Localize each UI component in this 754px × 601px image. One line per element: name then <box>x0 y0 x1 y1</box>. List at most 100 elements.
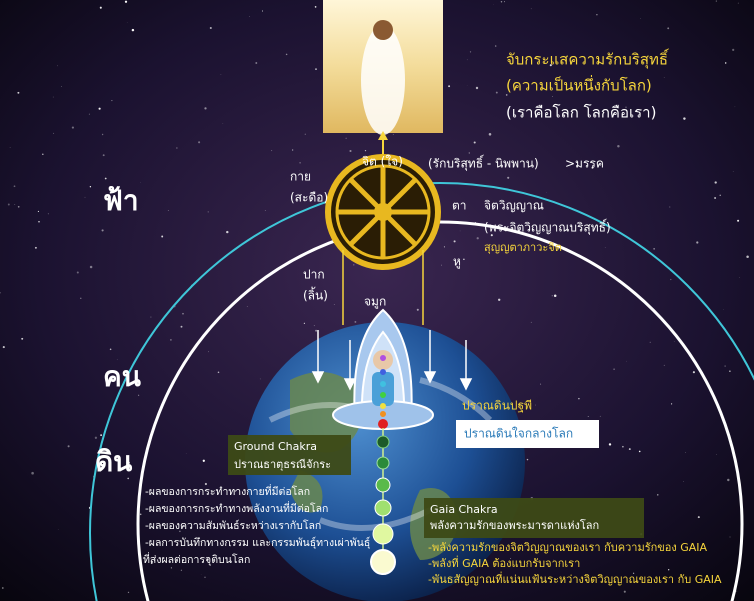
star <box>727 478 730 482</box>
star <box>255 62 258 64</box>
dharma-wheel <box>325 154 441 270</box>
wheel-label: จิต (ใจ) <box>362 155 403 169</box>
star <box>139 513 142 516</box>
star <box>150 316 152 318</box>
star <box>204 107 207 110</box>
prana-core-box <box>456 420 599 448</box>
star <box>736 590 738 592</box>
star <box>38 221 40 223</box>
star <box>628 448 631 451</box>
star <box>596 13 598 16</box>
star <box>313 325 315 327</box>
star <box>14 203 16 205</box>
star <box>170 339 172 341</box>
star <box>34 246 37 249</box>
star <box>510 558 511 559</box>
gaia-chakra-list: -พลังความรักของจิตวิญญาณของเรา กับความรั… <box>428 541 722 586</box>
star <box>490 234 493 237</box>
realm-label: ดิน <box>95 445 132 478</box>
star <box>285 53 288 56</box>
star <box>180 569 182 571</box>
star <box>673 341 675 342</box>
star <box>498 298 501 301</box>
continents <box>290 372 460 560</box>
star <box>180 325 183 328</box>
star <box>549 64 552 67</box>
star <box>353 264 355 266</box>
star <box>540 383 542 385</box>
star <box>578 397 580 400</box>
star <box>530 8 532 10</box>
star <box>127 591 130 594</box>
star <box>67 445 70 448</box>
star <box>468 152 470 154</box>
star <box>304 133 306 135</box>
star <box>198 141 201 144</box>
star <box>591 166 594 169</box>
figure <box>361 25 405 135</box>
title-line: (ความเป็นหนึ่งกับโลก) <box>506 75 652 95</box>
wheel-label: กาย <box>290 170 311 184</box>
star <box>349 149 352 153</box>
star <box>104 177 107 180</box>
star <box>314 6 317 8</box>
star <box>259 378 261 380</box>
star <box>89 265 93 269</box>
star <box>84 196 86 198</box>
ground-chakra-box <box>228 435 351 475</box>
star <box>364 149 367 152</box>
gaia-chakra-box <box>424 498 644 538</box>
star <box>161 235 164 238</box>
star <box>111 100 113 102</box>
star <box>494 45 497 47</box>
star <box>443 246 445 248</box>
wheel-label: ตา <box>452 199 467 213</box>
star <box>734 106 736 108</box>
star <box>354 320 357 323</box>
star <box>392 133 394 135</box>
wheel-label: สุญญตาภาวะจิต <box>484 241 562 254</box>
prana-arrows <box>311 330 473 391</box>
star <box>732 171 734 172</box>
star <box>71 126 74 129</box>
star <box>94 436 98 439</box>
star <box>599 415 601 417</box>
star <box>683 481 684 482</box>
wheel-lines <box>342 250 424 325</box>
star <box>696 241 699 244</box>
star <box>604 247 606 248</box>
star <box>220 73 222 75</box>
star <box>613 368 615 370</box>
ground-chakra-list: -ผลของการกระทำทางกายที่มีต่อโลก -ผลของการ… <box>143 484 370 566</box>
wheel-label: จิตวิญญาณ <box>484 199 544 213</box>
star <box>138 394 140 396</box>
star <box>669 206 671 208</box>
star <box>466 59 468 61</box>
star <box>671 403 673 405</box>
star <box>207 211 209 213</box>
star <box>17 205 20 208</box>
star <box>453 240 456 243</box>
gaia-chakra-title: Gaia Chakra <box>430 503 498 516</box>
star <box>9 147 11 148</box>
star <box>632 572 635 574</box>
list-item: -พลังที่ GAIA ต้องแบกรับจากเรา <box>428 555 580 570</box>
star <box>692 371 695 374</box>
star <box>416 308 419 311</box>
star <box>746 255 749 258</box>
star <box>2 346 5 349</box>
star <box>217 371 220 374</box>
star <box>504 1 505 3</box>
list-item: -ผลของการกระทำทางกายที่มีต่อโลก <box>145 484 310 498</box>
star <box>551 295 553 297</box>
star <box>262 10 263 12</box>
star <box>625 106 627 108</box>
ground-chakra-title: Ground Chakra <box>234 440 317 453</box>
star <box>719 194 721 196</box>
star <box>167 210 169 211</box>
star <box>345 137 347 139</box>
star <box>526 458 529 461</box>
star <box>7 203 10 206</box>
arrow-head <box>378 131 388 140</box>
